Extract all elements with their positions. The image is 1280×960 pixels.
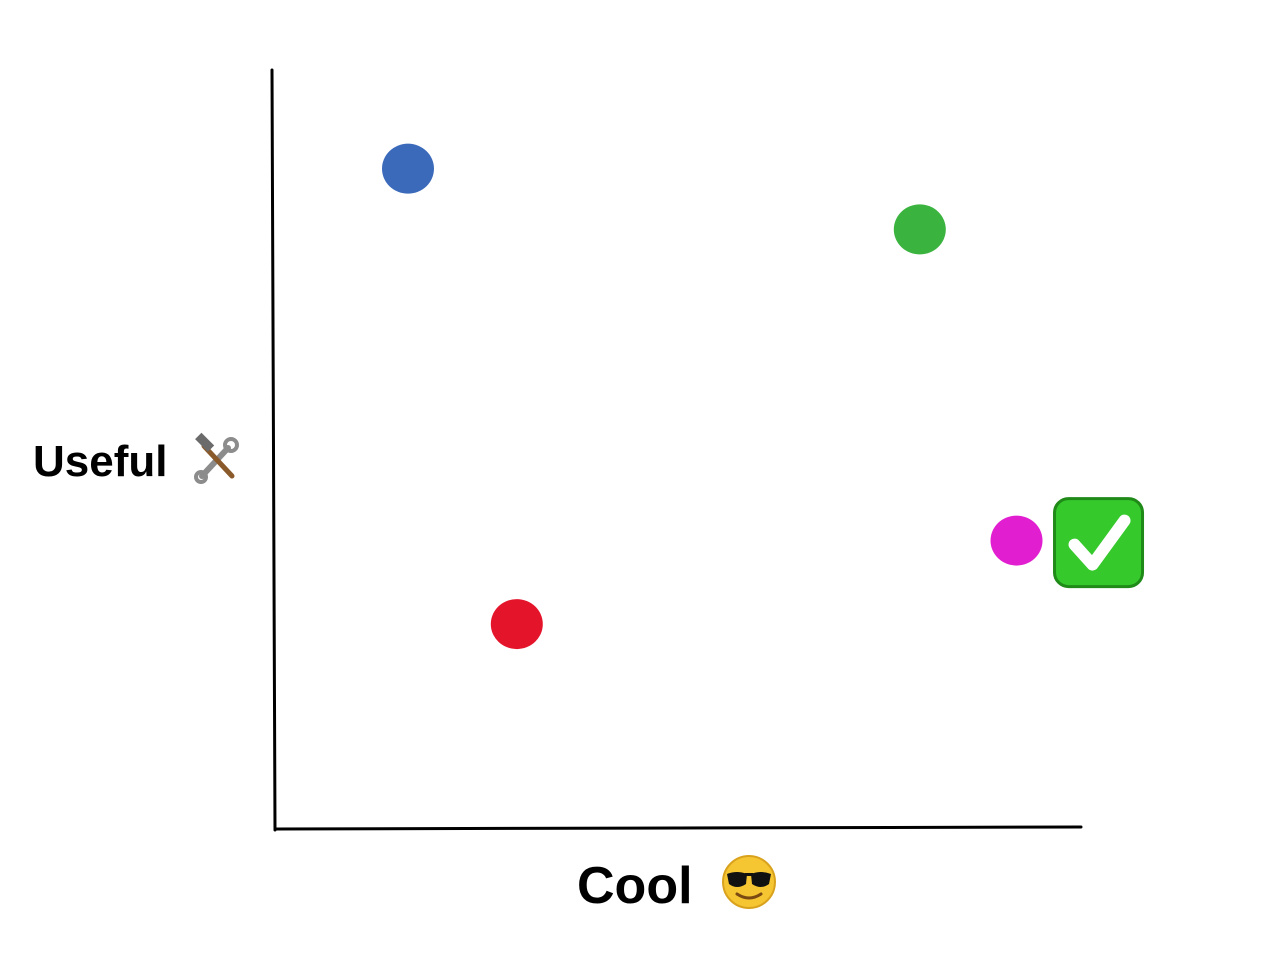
points-layer — [381, 143, 1043, 650]
x-axis — [273, 825, 1083, 831]
data-point-2 — [990, 515, 1043, 566]
y-axis — [270, 68, 277, 832]
data-point-1 — [893, 204, 946, 255]
sunglasses-face-icon — [722, 855, 776, 909]
y-axis-label: Useful — [33, 437, 167, 486]
check-mark-icon — [1053, 497, 1145, 589]
x-axis-label: Cool — [577, 857, 693, 915]
data-point-0 — [381, 143, 434, 194]
data-point-3 — [490, 599, 543, 650]
hammer-and-wrench-icon — [194, 432, 239, 484]
